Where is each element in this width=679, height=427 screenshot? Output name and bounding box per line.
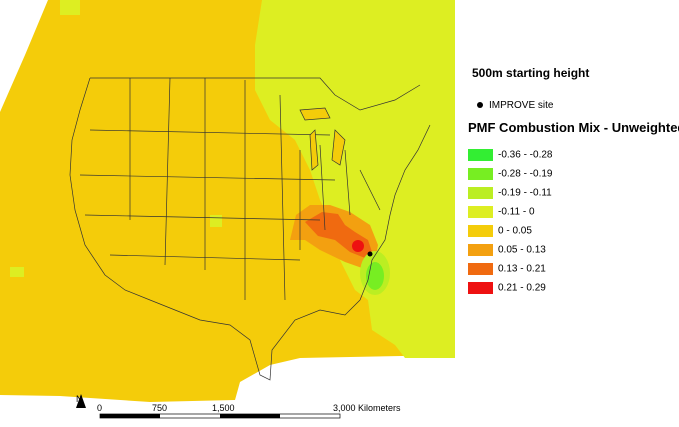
legend-swatch [468,244,493,256]
legend-item: -0.36 - -0.28 [468,149,552,163]
improve-site-legend: IMPROVE site [477,100,553,111]
legend-label: 0.21 - 0.29 [498,282,546,294]
great-lakes [299,107,346,171]
legend-panel: 500m starting height IMPROVE site PMF Co… [455,0,679,427]
scale-tick-750: 750 [152,403,167,413]
legend-item: 0.13 - 0.21 [468,263,546,277]
north-label: N [76,394,83,404]
scale-tick-3000: 3,000 Kilometers [333,403,401,413]
scale-bar: 0 750 1,500 3,000 Kilometers [97,403,401,419]
legend-label: 0.05 - 0.13 [498,244,546,256]
legend-title: PMF Combustion Mix - Unweighted [468,120,679,135]
legend-item: 0.05 - 0.13 [468,244,546,258]
map-panel: N 0 750 1,500 3,000 Kilometers [0,0,455,419]
legend-swatch [468,263,493,275]
legend-label: -0.11 - 0 [498,206,535,218]
site-dot-icon [477,102,483,109]
north-arrow: N [76,394,86,408]
legend-swatch [468,206,493,218]
legend-label: -0.19 - -0.11 [498,187,552,199]
legend-swatch [468,168,493,180]
improve-site-label: IMPROVE site [489,100,554,111]
grid-cell-west [10,267,24,277]
scale-tick-1500: 1,500 [212,403,235,413]
legend-swatch [468,225,493,237]
legend-item: -0.11 - 0 [468,206,535,220]
grid-cell-west [60,0,80,15]
grid-region-neg011-to-0 [255,0,455,358]
legend-item: -0.28 - -0.19 [468,168,552,182]
legend-swatch [468,149,493,161]
legend-swatch [468,282,493,294]
legend-item: 0.21 - 0.29 [468,282,546,296]
improve-site-marker [367,251,373,257]
state-boundaries [69,77,431,381]
starting-height-label: 500m starting height [472,66,590,80]
legend-item: -0.19 - -0.11 [468,187,552,201]
legend-label: -0.36 - -0.28 [498,149,553,161]
scale-tick-0: 0 [97,403,102,413]
legend-item: 0 - 0.05 [468,225,532,239]
legend-label: 0.13 - 0.21 [498,263,546,275]
legend-label: -0.28 - -0.19 [498,168,553,180]
plume-hotspot-021-to-029 [352,240,364,252]
grid-cell-west [210,215,222,227]
legend-label: 0 - 0.05 [498,225,532,237]
legend-swatch [468,187,493,199]
